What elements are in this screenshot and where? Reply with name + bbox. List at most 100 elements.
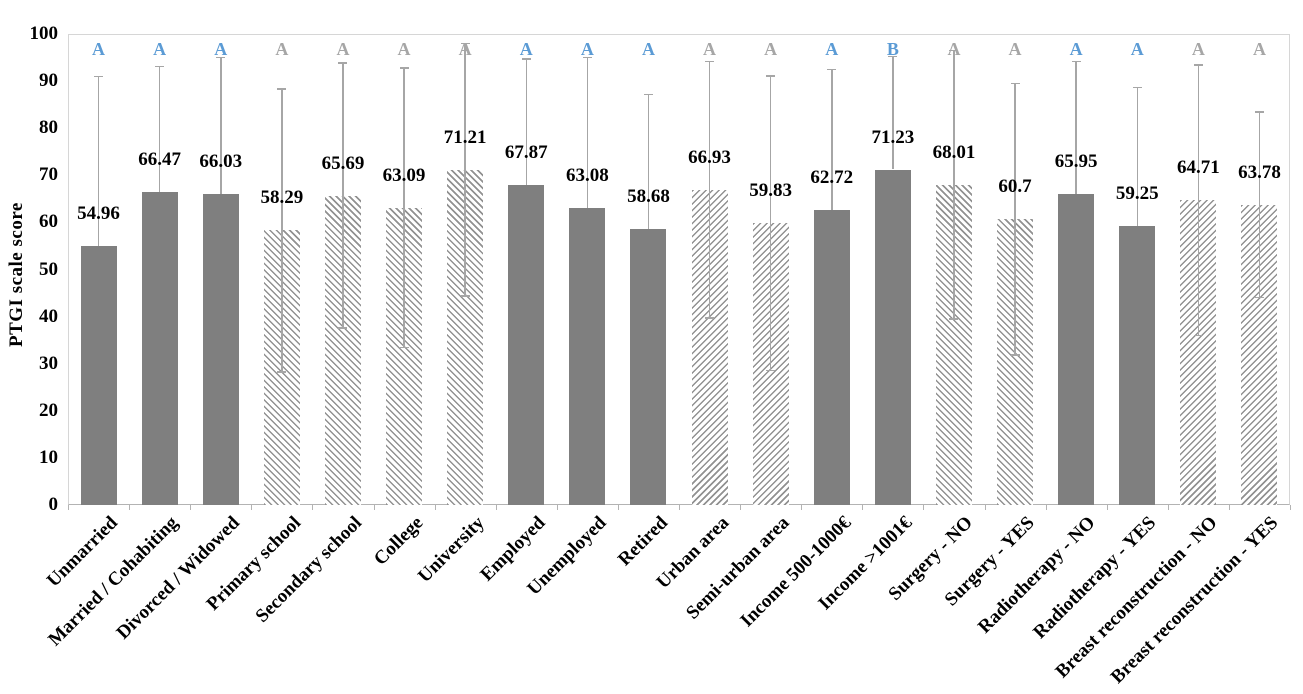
- significance-letter: A: [1130, 39, 1144, 59]
- significance-letter: A: [1069, 39, 1083, 59]
- error-bar-cap-top: [155, 65, 165, 68]
- error-bar-cap-top: [888, 55, 898, 58]
- x-tick-mark: [862, 505, 864, 510]
- error-bar-cap-top: [1254, 111, 1264, 113]
- significance-letter: B: [886, 39, 899, 59]
- bar-value-label: 59.83: [749, 180, 793, 202]
- error-bar-line: [464, 43, 466, 296]
- error-bar-line: [525, 59, 527, 186]
- error-bar-cap-top: [643, 93, 653, 96]
- y-tick-label: 50: [39, 258, 58, 280]
- error-bar-cap-top: [949, 49, 959, 52]
- bar-value-label: 66.93: [688, 146, 731, 168]
- y-tick-label: 90: [39, 70, 58, 92]
- significance-letter: A: [947, 39, 961, 59]
- error-bar-line: [769, 75, 772, 371]
- error-bar-cap-bottom: [277, 371, 287, 373]
- error-bar-line: [281, 89, 283, 372]
- error-bar-cap-bottom: [1254, 296, 1264, 299]
- bar-value-label: 66.47: [138, 148, 182, 170]
- significance-letter: A: [703, 39, 717, 59]
- bar-value-label: 63.08: [565, 164, 609, 186]
- error-bar-cap-bottom: [1010, 354, 1020, 356]
- significance-letter: A: [1191, 39, 1205, 59]
- significance-letter: A: [92, 39, 106, 59]
- error-bar-cap-top: [1132, 86, 1142, 89]
- error-bar-line: [1075, 61, 1077, 195]
- error-bar-cap-top: [705, 60, 715, 63]
- error-bar-cap-bottom: [766, 369, 776, 372]
- error-bar-cap-top: [460, 42, 470, 45]
- bar-value-label: 58.29: [260, 187, 304, 209]
- x-tick-mark: [1290, 505, 1291, 510]
- y-tick-label: 70: [39, 164, 58, 186]
- error-bar-cap-top: [1193, 64, 1203, 66]
- significance-letter: A: [825, 39, 839, 59]
- x-tick-mark: [617, 505, 619, 510]
- error-bar-line: [831, 69, 833, 210]
- x-tick-mark: [1106, 505, 1108, 510]
- significance-letter: A: [214, 39, 228, 59]
- x-tick-mark: [190, 505, 192, 510]
- bar-solid: [569, 207, 606, 505]
- bar-value-label: 60.7: [998, 176, 1032, 198]
- x-tick-mark: [801, 505, 803, 510]
- bar-solid: [1058, 194, 1095, 505]
- x-category-label: Retired: [613, 512, 672, 571]
- x-category-label: Income 500-1000€: [735, 512, 855, 632]
- error-bar-cap-bottom: [949, 318, 959, 320]
- significance-letter: A: [397, 39, 411, 59]
- error-bar-cap-top: [277, 88, 287, 90]
- x-tick-mark: [495, 505, 497, 510]
- error-bar-cap-bottom: [399, 346, 409, 349]
- significance-letter: A: [275, 39, 289, 59]
- error-bar-line: [158, 66, 161, 192]
- x-tick-mark: [373, 505, 375, 510]
- x-tick-mark: [923, 505, 925, 510]
- error-bar-line: [1014, 83, 1016, 355]
- plot-area: [68, 34, 1290, 505]
- y-tick-label: 10: [39, 446, 58, 468]
- x-tick-mark: [1045, 505, 1047, 510]
- error-bar-cap-top: [827, 68, 837, 71]
- significance-letter: A: [336, 39, 350, 59]
- error-bar-cap-bottom: [338, 327, 348, 329]
- x-tick-mark: [1167, 505, 1169, 510]
- bar-value-label: 66.03: [199, 150, 243, 172]
- bar-value-label: 58.68: [627, 185, 670, 207]
- y-tick-label: 80: [39, 117, 58, 139]
- error-bar-cap-top: [216, 56, 226, 59]
- y-tick-label: 100: [29, 23, 59, 44]
- bar-solid: [874, 169, 911, 505]
- bar-value-label: 63.78: [1238, 161, 1281, 183]
- error-bar-cap-top: [766, 75, 776, 77]
- bar-solid: [141, 191, 178, 505]
- error-bar-cap-bottom: [705, 317, 715, 319]
- significance-letter: A: [1252, 39, 1266, 59]
- bar-value-label: 71.21: [443, 126, 487, 148]
- x-tick-mark: [129, 505, 131, 510]
- x-tick-mark: [68, 505, 69, 510]
- x-tick-mark: [1228, 505, 1230, 510]
- bar-solid: [1119, 225, 1156, 505]
- y-tick-label: 0: [48, 494, 59, 515]
- error-bar-line: [403, 67, 405, 348]
- significance-letter: A: [519, 39, 533, 59]
- y-tick-label: 30: [39, 352, 58, 374]
- x-tick-mark: [251, 505, 253, 510]
- bar-value-label: 68.01: [932, 141, 976, 163]
- bar-value-label: 71.23: [871, 126, 915, 148]
- bar-value-label: 62.72: [810, 166, 854, 188]
- error-bar-line: [1136, 87, 1138, 226]
- bar-value-label: 67.87: [504, 142, 548, 164]
- x-tick-mark: [556, 505, 558, 510]
- error-bar-line: [97, 76, 100, 247]
- error-bar-cap-top: [94, 75, 104, 78]
- bar-value-label: 54.96: [77, 203, 120, 225]
- error-bar-line: [953, 50, 955, 319]
- bar-solid: [813, 209, 850, 505]
- error-bar-line: [342, 63, 344, 328]
- bar-solid: [80, 246, 117, 505]
- bar-value-label: 59.25: [1115, 182, 1159, 204]
- significance-letter: A: [153, 39, 167, 59]
